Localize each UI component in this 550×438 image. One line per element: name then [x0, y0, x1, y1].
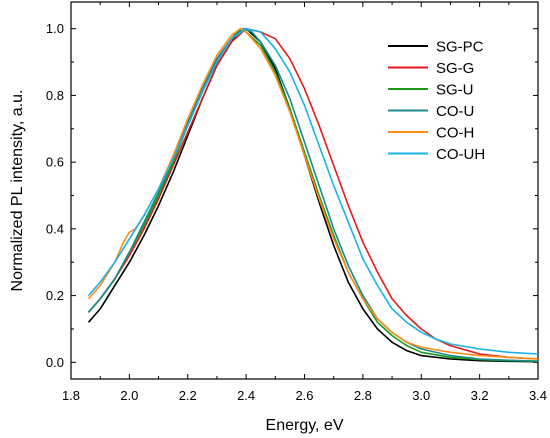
x-tick-label: 2.6 — [295, 388, 313, 403]
y-tick-label: 0.6 — [46, 155, 64, 170]
series-line-co-uh — [87, 27, 538, 355]
y-tick-label: 1.0 — [46, 21, 64, 36]
legend-label: CO-U — [436, 103, 474, 120]
y-tick-label: 0.2 — [46, 288, 64, 303]
plot-frame — [70, 1, 539, 380]
x-tick-label: 1.8 — [62, 388, 80, 403]
legend-label: SG-PC — [436, 39, 484, 56]
x-axis: 1.8 2.0 2.2 2.4 2.6 2.8 3.0 3.2 3.4 — [62, 2, 547, 403]
x-tick-label: 3.4 — [529, 388, 547, 403]
x-tick-label: 2.2 — [179, 388, 197, 403]
series-lines — [87, 27, 538, 363]
y-tick-label: 0.8 — [46, 88, 64, 103]
y-axis: 0.0 0.2 0.4 0.6 0.8 1.0 — [46, 21, 538, 370]
legend-label: SG-G — [436, 60, 474, 77]
x-tick-label: 3.0 — [412, 388, 430, 403]
legend: SG-PC SG-G SG-U CO-U CO-H CO-UH — [388, 39, 485, 163]
x-tick-label: 2.8 — [354, 388, 372, 403]
series-line-sg-u — [87, 27, 538, 363]
x-tick-label: 2.0 — [120, 388, 138, 403]
series-line-sg-pc — [87, 27, 538, 363]
x-tick-label: 2.4 — [237, 388, 255, 403]
legend-label: SG-U — [436, 82, 474, 99]
series-line-sg-g — [87, 27, 538, 360]
x-axis-title: Energy, eV — [266, 417, 344, 434]
x-tick-label: 3.2 — [471, 388, 489, 403]
y-tick-label: 0.4 — [46, 221, 64, 236]
legend-label: CO-UH — [436, 146, 485, 163]
y-tick-label: 0.0 — [46, 355, 64, 370]
legend-label: CO-H — [436, 125, 474, 142]
y-axis-title: Normalized PL intensity, a.u. — [9, 90, 26, 292]
